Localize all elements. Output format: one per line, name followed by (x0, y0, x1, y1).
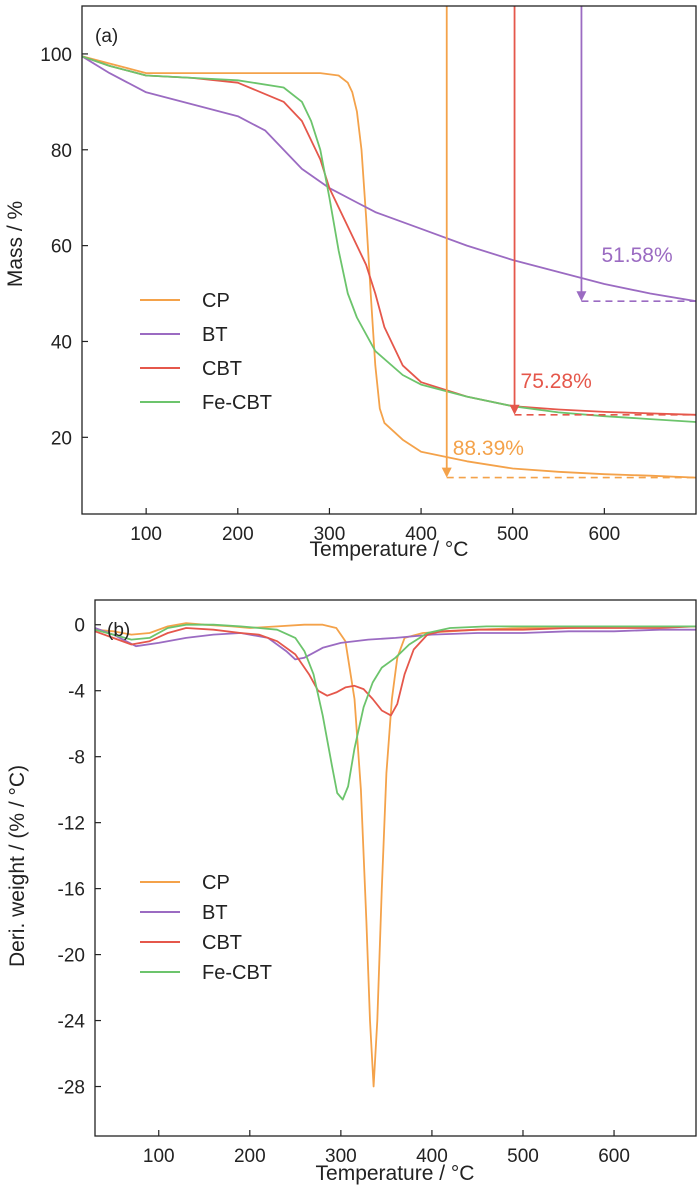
x-tick-label: 100 (143, 1146, 175, 1167)
x-tick-label: 100 (130, 524, 162, 545)
x-tick-label: 300 (325, 1146, 357, 1167)
series-line-cp (95, 622, 696, 1088)
panel-b-ylabel: Deri. weight / (% / °C) (6, 765, 29, 967)
series-line-bt (95, 627, 696, 661)
panel-a-axes: 100 200 300 400 500 600 20 40 60 80 100 (40, 45, 620, 545)
x-tick-label: 600 (589, 524, 621, 545)
annotation-arrow-head (576, 291, 587, 302)
panel-b-frame (94, 599, 697, 1137)
y-tick-label: 20 (51, 428, 72, 449)
panel-a-label: (a) (95, 26, 118, 47)
panel-a-legend: CP BT CBT Fe-CBT (140, 290, 272, 414)
series-line-fe-cbt (82, 55, 696, 423)
legend-label: BT (202, 324, 228, 346)
legend-label: BT (202, 902, 228, 924)
x-tick-label: 500 (497, 524, 529, 545)
x-tick-label: 400 (405, 524, 437, 545)
annotation-arrow-head (509, 404, 520, 415)
x-tick-label: 200 (222, 524, 254, 545)
y-tick-label: -12 (58, 814, 85, 835)
series-line-cp (82, 55, 696, 479)
x-tick-label: 200 (234, 1146, 266, 1167)
series-line-cbt (95, 625, 696, 717)
annotation-label: 51.58% (601, 244, 672, 267)
legend-label: CP (202, 872, 230, 894)
y-tick-label: -8 (68, 748, 85, 769)
panel-a-xlabel: Temperature / °C (310, 538, 469, 561)
legend-label: CP (202, 290, 230, 312)
y-tick-label: 40 (51, 332, 72, 353)
panel-b-label: (b) (107, 620, 130, 641)
legend-label: Fe-CBT (202, 392, 272, 414)
panel-b-plot-area (95, 622, 696, 1088)
y-tick-label: 60 (51, 237, 72, 258)
y-tick-label: -28 (58, 1078, 85, 1099)
panel-a: 51.58% 75.28% 88.39% 100 200 300 400 500 600 20 4… (4, 5, 697, 561)
panel-b-axes: 100 200 300 400 500 600 0 -4 -8 -12 -16 -20 -24 -28 (58, 616, 630, 1167)
legend-label: CBT (202, 932, 242, 954)
panel-a-frame (81, 5, 697, 515)
y-tick-label: 80 (51, 141, 72, 162)
panel-b-legend: CP BT CBT Fe-CBT (140, 872, 272, 984)
legend-label: CBT (202, 358, 242, 380)
panel-b-xlabel: Temperature / °C (316, 1162, 475, 1185)
panel-a-ylabel: Mass / % (4, 201, 27, 287)
panel-a-plot-area (82, 55, 696, 479)
legend-label: Fe-CBT (202, 962, 272, 984)
series-line-bt (82, 55, 696, 303)
panel-b: 100 200 300 400 500 600 0 -4 -8 -12 -16 -20 -24 -28 (… (6, 599, 697, 1185)
annotation-label: 75.28% (521, 370, 592, 393)
y-tick-label: 0 (74, 616, 85, 637)
series-line-cbt (82, 55, 696, 416)
y-tick-label: -4 (68, 682, 85, 703)
y-tick-label: 100 (40, 45, 72, 66)
x-tick-label: 500 (507, 1146, 539, 1167)
y-tick-label: -16 (58, 880, 85, 901)
x-tick-label: 400 (416, 1146, 448, 1167)
x-tick-label: 600 (598, 1146, 630, 1167)
annotation-arrow-head (441, 467, 452, 478)
annotation-label: 88.39% (453, 437, 524, 460)
panel-a-annotations: 51.58% 75.28% 88.39% (441, 6, 696, 479)
y-tick-label: -24 (58, 1012, 86, 1033)
y-tick-label: -20 (58, 946, 85, 967)
series-line-fe-cbt (95, 623, 696, 801)
x-tick-label: 300 (314, 524, 346, 545)
